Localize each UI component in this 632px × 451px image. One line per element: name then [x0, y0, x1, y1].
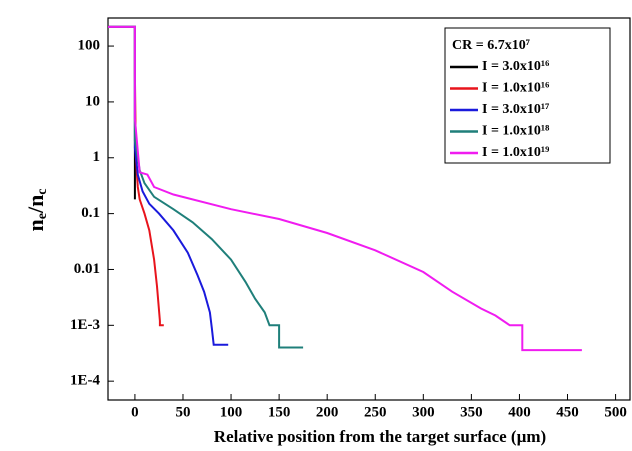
y-tick-label: 1: [93, 149, 101, 165]
x-tick-label: 250: [364, 404, 387, 420]
plot-frame: [107, 17, 631, 401]
x-tick-label: 0: [131, 404, 139, 420]
x-tick-label: 200: [316, 404, 339, 420]
y-axis-label: ne/nc: [23, 188, 50, 231]
legend-label: I = 1.0x10¹⁹: [482, 145, 549, 160]
y-tick-label: 0.01: [74, 261, 100, 277]
x-tick-label: 50: [175, 404, 190, 420]
legend-label: I = 1.0x10¹⁶: [482, 81, 549, 96]
x-tick-label: 100: [220, 404, 243, 420]
y-tick-label: 10: [85, 93, 100, 109]
legend-box: [444, 27, 611, 164]
y-label-part: n: [23, 219, 48, 231]
y-label-part: /n: [23, 195, 48, 214]
y-tick-label: 1E-3: [70, 317, 100, 333]
series-line: [108, 25, 136, 200]
x-axis-label: Relative position from the target surfac…: [214, 427, 546, 446]
legend-label: I = 3.0x10¹⁶: [482, 59, 549, 74]
x-tick-label: 500: [604, 404, 627, 420]
x-tick-label: 350: [460, 404, 483, 420]
series-line: [108, 25, 582, 352]
legend-label: I = 1.0x10¹⁸: [482, 124, 549, 139]
y-tick-label: 1E-4: [70, 373, 101, 389]
x-tick-label: 300: [412, 404, 435, 420]
legend-label: I = 3.0x10¹⁷: [482, 102, 549, 117]
series-line: [108, 25, 229, 346]
x-tick-label: 400: [508, 404, 531, 420]
x-tick-label: 450: [556, 404, 579, 420]
y-label-sub: c: [35, 188, 50, 194]
y-label-sub: e: [35, 213, 50, 219]
y-tick-label: 0.1: [81, 205, 100, 221]
legend-title: CR = 6.7x10⁷: [452, 38, 530, 53]
y-tick-label: 100: [78, 37, 101, 53]
x-tick-label: 150: [268, 404, 291, 420]
